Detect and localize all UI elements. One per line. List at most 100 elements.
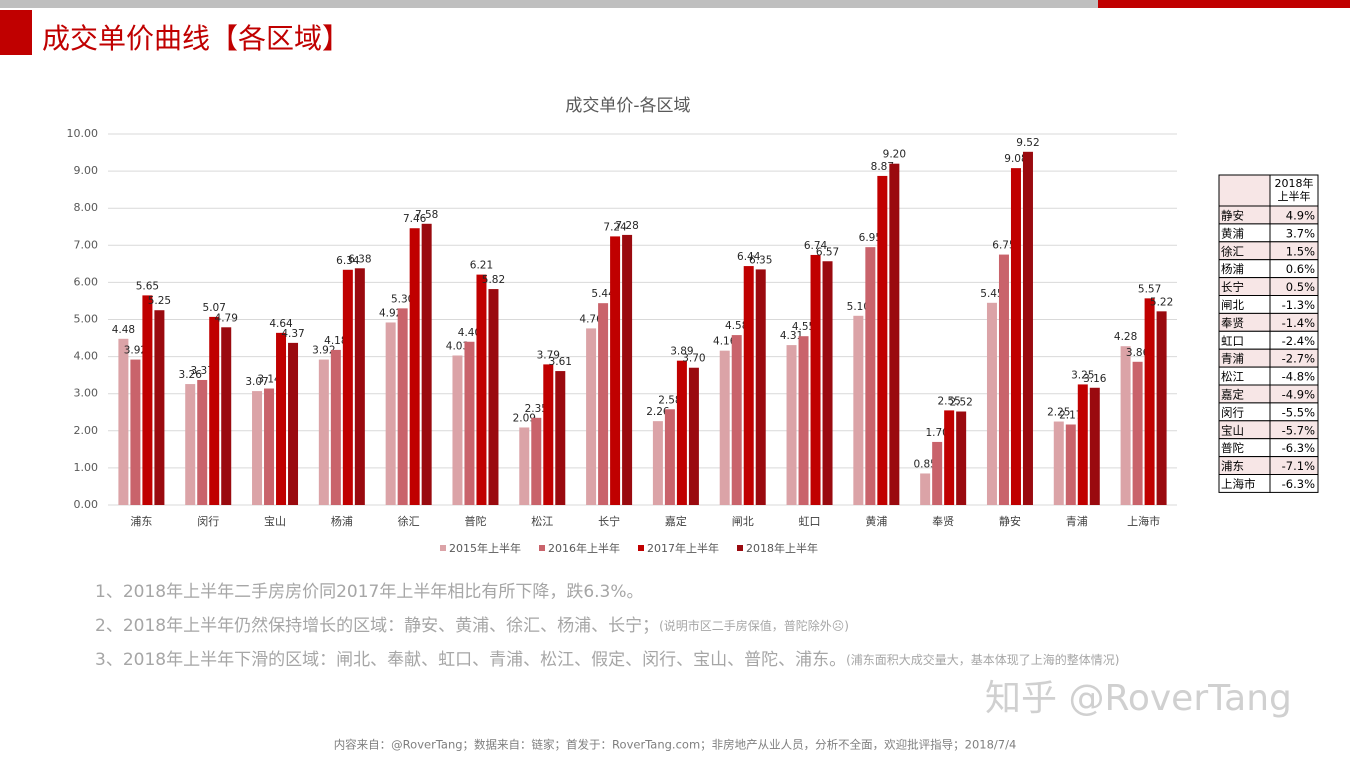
y-tick-label: 1.00 (74, 461, 99, 474)
bar (956, 411, 967, 505)
bar (1156, 311, 1167, 505)
table-change: -2.4% (1282, 334, 1315, 348)
bar (288, 342, 299, 505)
table-change: 0.5% (1286, 280, 1315, 294)
bar (822, 261, 833, 505)
footer: 内容来自：@RoverTang；数据来自：链家；首发于：RoverTang.co… (334, 738, 1017, 752)
value-label: 5.22 (1150, 296, 1173, 308)
value-label: 9.08 (1004, 153, 1027, 165)
bar (409, 228, 420, 505)
value-label: 3.92 (312, 345, 335, 357)
bar (264, 388, 275, 505)
value-label: 0.85 (913, 458, 936, 470)
value-label: 6.57 (816, 246, 839, 258)
x-tick-label: 徐汇 (398, 514, 420, 528)
value-label: 7.46 (403, 213, 427, 225)
bar (1022, 151, 1033, 506)
legend-label: 2015年上半年 (449, 541, 521, 555)
value-label: 3.92 (124, 345, 147, 357)
x-tick-label: 长宁 (598, 514, 620, 528)
legend-label: 2017年上半年 (647, 541, 719, 555)
note: 2、2018年上半年仍然保持增长的区域：静安、黄浦、徐汇、杨浦、长宁；(说明市区… (95, 616, 849, 636)
table-change: 1.5% (1286, 244, 1315, 258)
bar (555, 371, 566, 505)
value-label: 4.64 (269, 318, 293, 330)
note-aside: (说明市区二手房保值，普陀除外☹) (659, 618, 849, 633)
bar (998, 254, 1009, 505)
value-label: 9.20 (883, 149, 906, 161)
legend-label: 2016年上半年 (548, 541, 620, 555)
x-tick-label: 宝山 (264, 514, 286, 528)
value-label: 5.57 (1138, 283, 1161, 295)
x-tick-label: 闵行 (197, 514, 219, 528)
bar (688, 367, 699, 505)
value-label: 4.76 (579, 313, 603, 325)
value-label: 2.09 (513, 412, 536, 424)
y-tick-label: 2.00 (74, 424, 99, 437)
value-label: 2.52 (949, 397, 972, 409)
table-change: -2.7% (1282, 352, 1315, 366)
bar (142, 295, 153, 505)
value-label: 3.14 (257, 374, 281, 386)
value-label: 4.58 (725, 320, 748, 332)
bar (664, 409, 675, 505)
table-district: 长宁 (1221, 280, 1244, 294)
bar (531, 417, 542, 505)
value-label: 7.28 (615, 220, 638, 232)
x-tick-label: 闸北 (732, 515, 754, 528)
bar (452, 355, 463, 505)
table-change: -1.4% (1282, 316, 1315, 330)
bar (889, 163, 900, 505)
bar (464, 341, 475, 505)
bar (519, 427, 530, 505)
table-change: -5.5% (1282, 405, 1315, 419)
value-label: 3.89 (670, 346, 693, 358)
value-label: 2.25 (1047, 407, 1070, 419)
value-label: 4.92 (379, 307, 402, 319)
table-district: 虹口 (1221, 334, 1244, 348)
value-label: 2.58 (658, 394, 681, 406)
y-tick-label: 7.00 (74, 238, 99, 251)
table-district: 宝山 (1221, 423, 1244, 437)
table-change: 3.7% (1286, 226, 1315, 240)
bar (476, 274, 487, 505)
table-district: 闸北 (1221, 298, 1244, 312)
bar (610, 236, 621, 505)
bar (743, 266, 754, 505)
bar (920, 473, 931, 505)
bar (652, 421, 663, 505)
watermark: 知乎 @RoverTang (985, 678, 1292, 719)
bar (719, 350, 730, 505)
bar (586, 328, 597, 505)
y-tick-label: 4.00 (74, 350, 99, 363)
table-change: 4.9% (1286, 208, 1315, 222)
note-text: 1、2018年上半年二手房房价同2017年上半年相比有所下降，跌6.3%。 (95, 582, 644, 602)
table-change: -5.7% (1282, 423, 1315, 437)
bar (853, 315, 864, 505)
table-header-cell (1218, 174, 1271, 207)
top-band (0, 0, 1350, 8)
value-label: 2.17 (1059, 409, 1082, 421)
bar (1089, 387, 1100, 505)
bar (421, 223, 432, 506)
value-label: 5.25 (148, 295, 171, 307)
value-label: 2.35 (525, 403, 548, 415)
value-label: 7.58 (415, 209, 438, 221)
value-label: 5.10 (847, 301, 870, 313)
x-tick-label: 黄浦 (865, 514, 887, 528)
bar (622, 234, 633, 506)
value-label: 6.95 (859, 232, 882, 244)
bar (755, 269, 766, 505)
x-tick-label: 上海市 (1127, 514, 1160, 528)
bar (543, 364, 554, 505)
bar (1120, 346, 1131, 505)
table-district: 黄浦 (1221, 226, 1244, 240)
value-label: 4.79 (215, 312, 238, 324)
table-district: 静安 (1221, 208, 1244, 222)
value-label: 3.70 (682, 353, 705, 365)
table-header: 上半年 (1278, 189, 1311, 203)
table-district: 青浦 (1221, 352, 1244, 366)
bar (1065, 424, 1076, 505)
bar (786, 345, 797, 505)
value-label: 3.61 (549, 356, 572, 368)
